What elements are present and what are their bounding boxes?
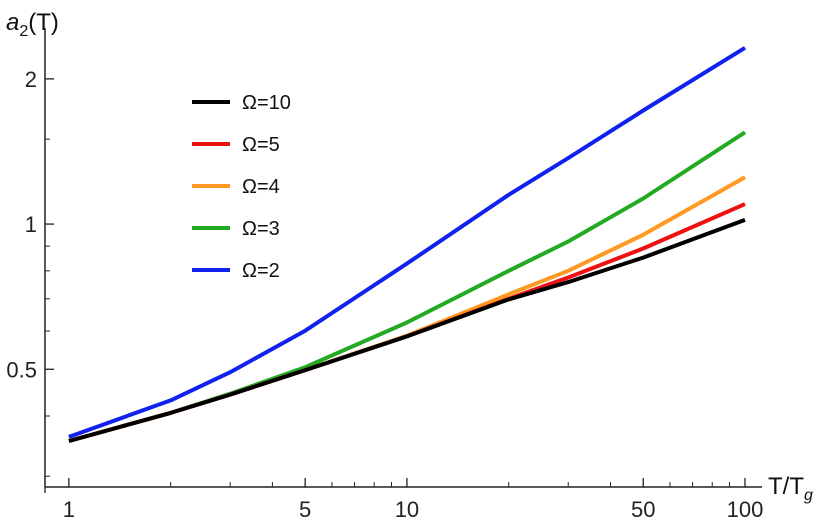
series-line (68, 130, 747, 443)
series-line (68, 46, 747, 439)
series-line (68, 218, 746, 443)
legend: Ω=10 Ω=5 Ω=4 Ω=3 Ω=2 (192, 92, 291, 282)
x-axis-title-subscript: g (804, 487, 813, 504)
series-layer (68, 46, 747, 443)
x-axis-title: T/Tg (768, 473, 813, 504)
ticks: 1 5 10 50 100 0.5 1 2 (6, 67, 763, 522)
x-tick-label: 100 (727, 497, 764, 522)
legend-label: Ω=3 (242, 218, 280, 240)
x-tick-label: 10 (395, 497, 419, 522)
x-tick-label: 5 (299, 497, 311, 522)
legend-label: Ω=10 (242, 92, 291, 114)
y-tick-label: 1 (25, 212, 37, 237)
y-axis-title-main: a (6, 9, 19, 36)
legend-label: Ω=5 (242, 134, 280, 156)
y-axis-title-suffix: (T) (28, 9, 59, 36)
y-axis-title-subscript: 2 (19, 23, 28, 40)
x-tick-label: 50 (631, 497, 655, 522)
x-tick-label: 1 (63, 497, 75, 522)
y-axis-title: a2(T) (6, 9, 59, 40)
x-axis-title-main: T/T (768, 473, 804, 500)
y-tick-label: 2 (25, 67, 37, 92)
legend-label: Ω=4 (242, 176, 280, 198)
legend-label: Ω=2 (242, 260, 280, 282)
axes (44, 28, 762, 488)
y-tick-label: 0.5 (6, 357, 37, 382)
